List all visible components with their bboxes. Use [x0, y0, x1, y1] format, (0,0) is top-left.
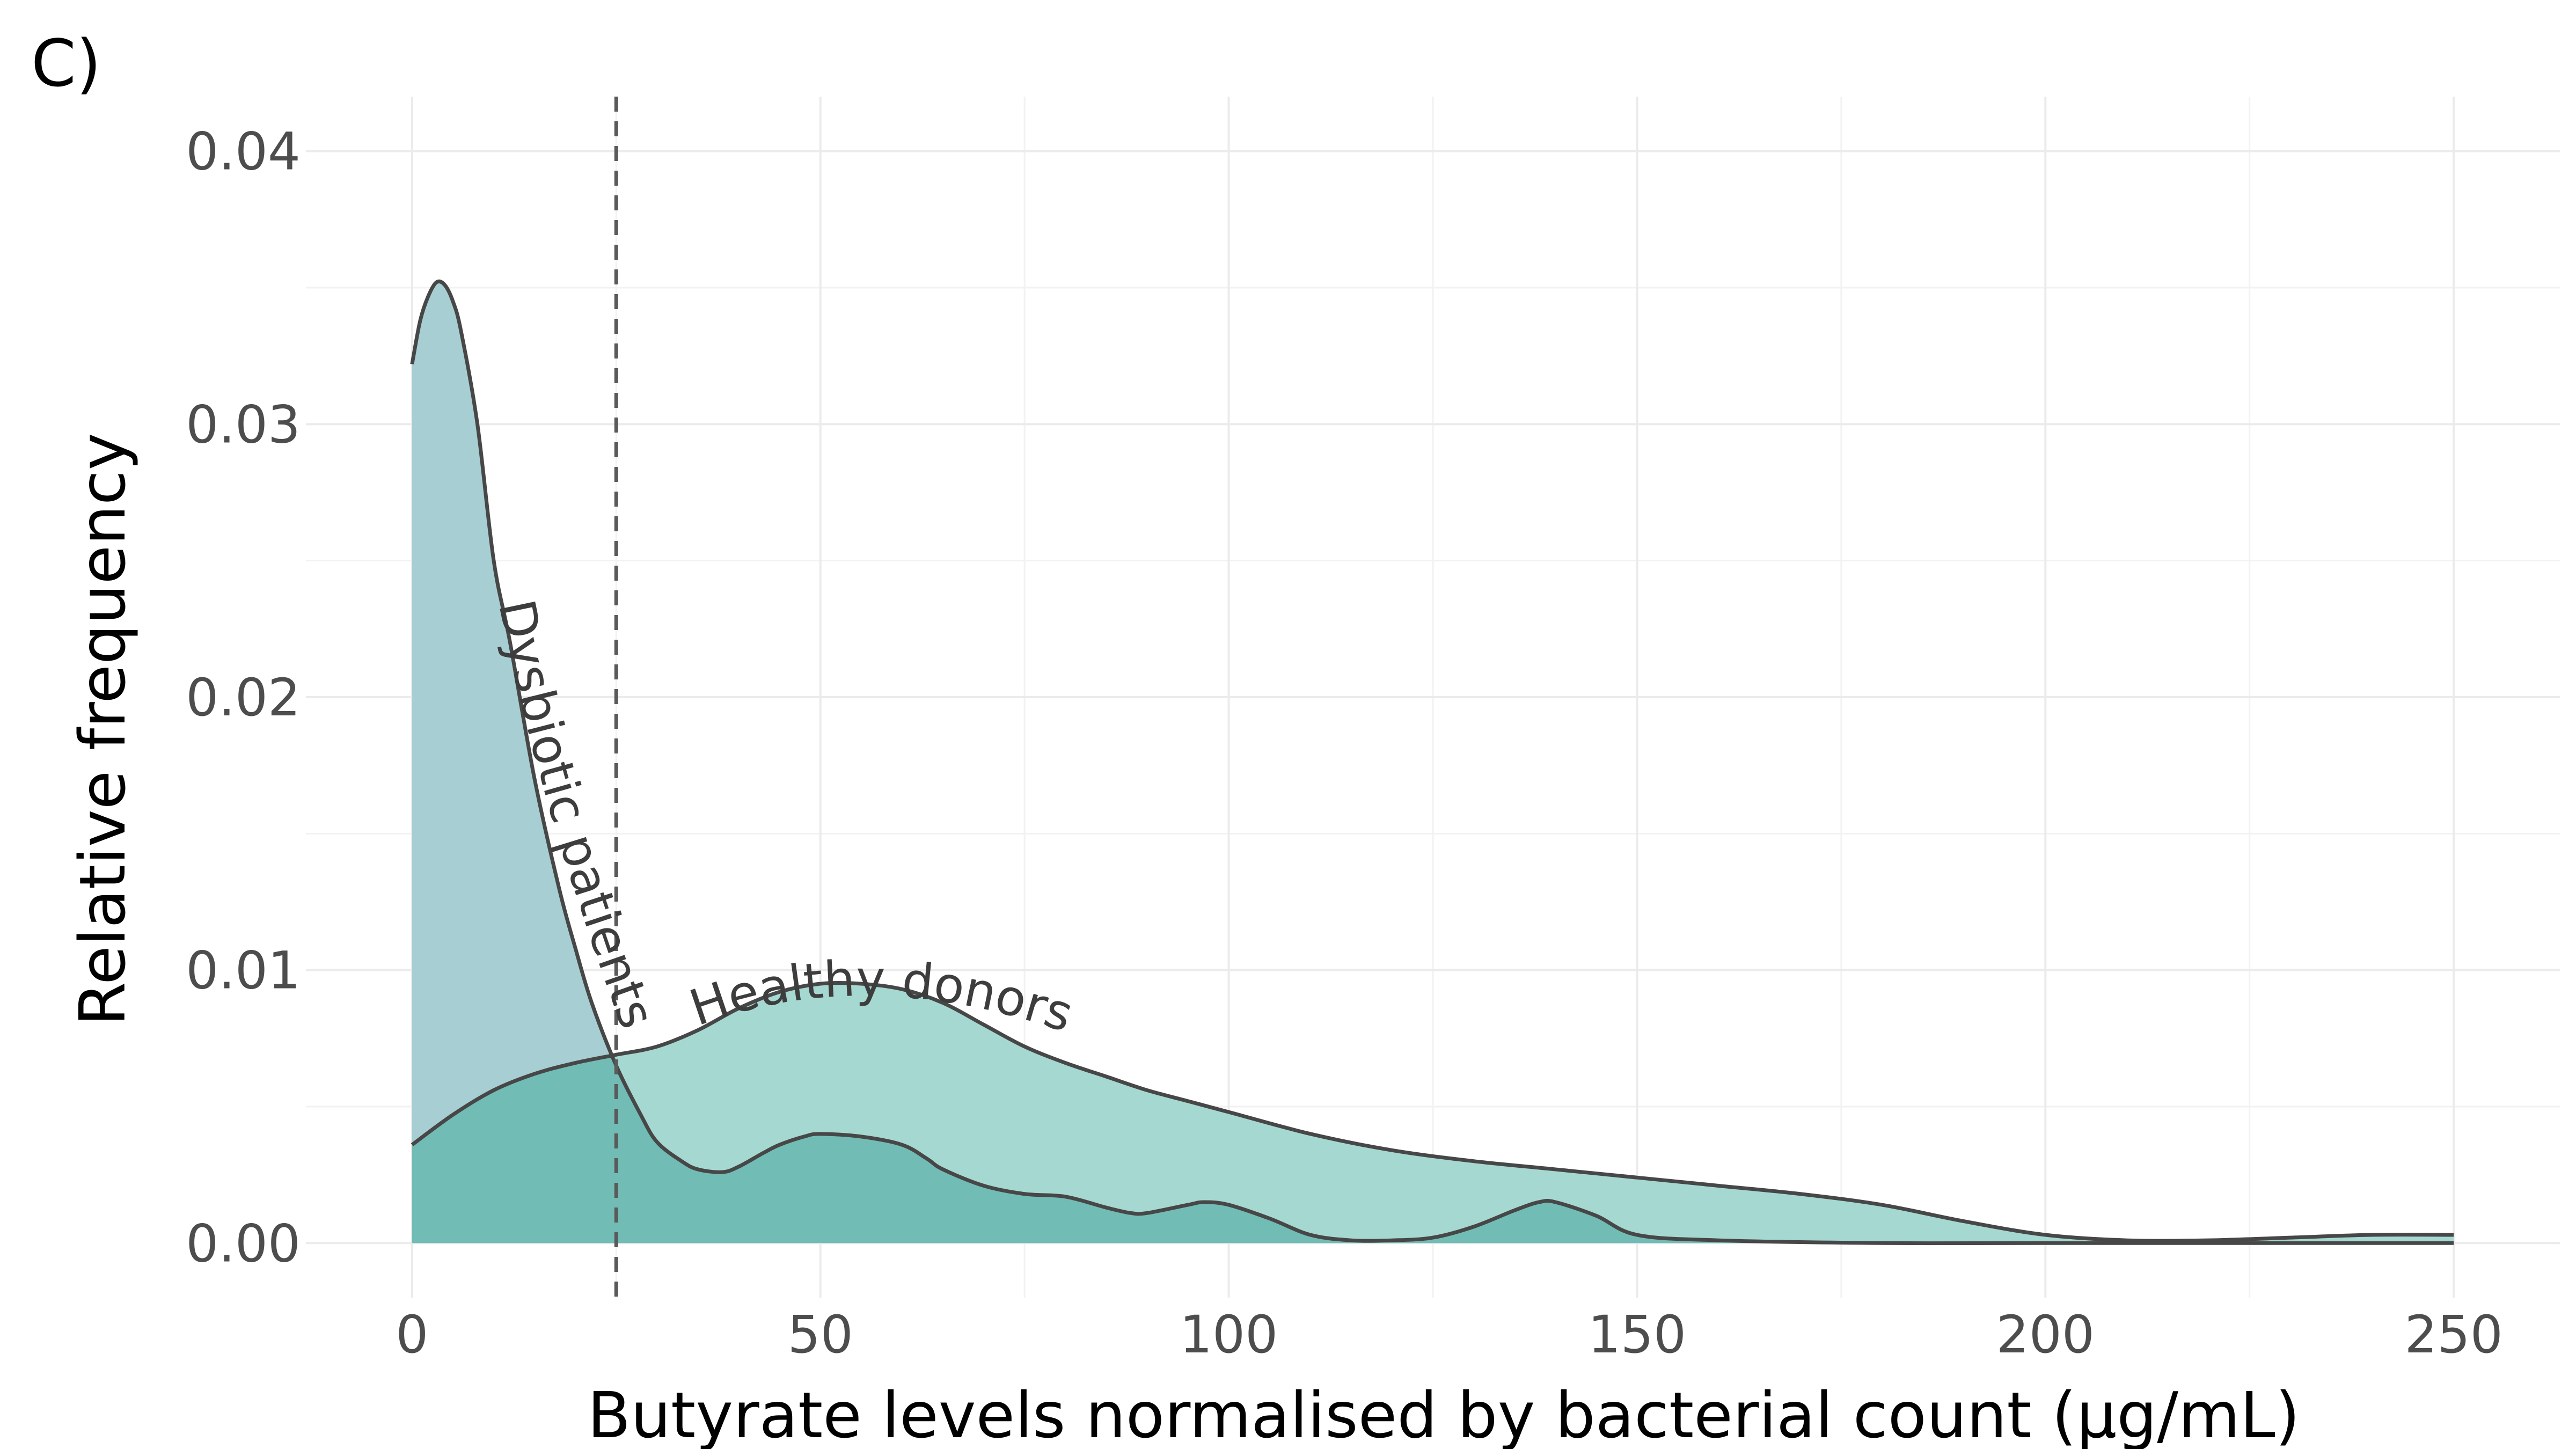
- panel-label: C): [31, 27, 101, 101]
- y-tick-label: 0.00: [186, 1213, 301, 1274]
- x-tick-label: 250: [2405, 1305, 2503, 1365]
- y-tick-label: 0.02: [186, 668, 301, 728]
- x-tick-label: 100: [1180, 1305, 1278, 1365]
- x-axis-title: Butyrate levels normalised by bacterial …: [587, 1378, 2300, 1449]
- x-tick-label: 50: [788, 1305, 853, 1365]
- density-line-1: [410, 279, 2454, 1246]
- y-tick-label: 0.01: [186, 941, 301, 1001]
- x-tick-label: 0: [396, 1305, 428, 1365]
- y-axis-ticks: 0.00 0.01 0.02 0.03 0.04: [186, 122, 301, 1274]
- density-line-0: [411, 980, 2454, 1243]
- x-axis-ticks: 0 50 100 150 200 250: [396, 1305, 2503, 1365]
- y-axis-title: Relative frequency: [65, 433, 140, 1026]
- x-tick-label: 150: [1588, 1305, 1686, 1365]
- x-tick-label: 200: [1996, 1305, 2095, 1365]
- y-tick-label: 0.04: [186, 122, 301, 182]
- density-lines: [410, 279, 2454, 1246]
- y-tick-label: 0.03: [186, 394, 301, 455]
